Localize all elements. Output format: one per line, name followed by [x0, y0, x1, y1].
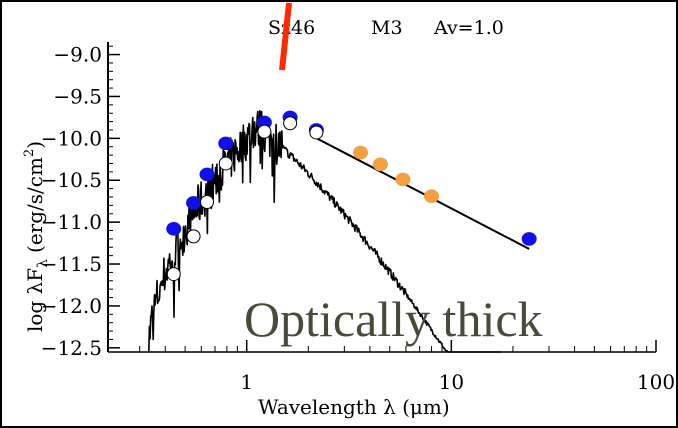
y-tick-label: −9.5 [53, 84, 102, 108]
photometry-point [218, 136, 234, 151]
ir-photometry-point [372, 157, 388, 172]
photometry-point [521, 232, 537, 246]
y-axis-title: log λFλ (erg/s/cm2) [22, 141, 51, 332]
x-tick-label: 100 [637, 370, 675, 394]
y-tick-label: −10.5 [41, 168, 102, 192]
red-marker-line [279, 2, 292, 71]
photometry-point-dereddened [218, 156, 233, 171]
photometry-point [186, 196, 202, 210]
y-tick-label: −12.0 [41, 294, 102, 318]
photosphere-spectrum [147, 110, 502, 353]
y-tick-label: −11.5 [41, 252, 102, 276]
title-spectral-type: M3 [371, 17, 403, 39]
photometry-point-dereddened [186, 229, 201, 244]
y-axis-title-sub: λ [35, 259, 51, 268]
optically-thick-label: Optically thick [244, 291, 543, 347]
x-axis-title: Wavelength λ (μm) [258, 395, 450, 419]
ir-photometry-point [353, 145, 369, 160]
data-points [166, 110, 537, 282]
photometry-point-dereddened [200, 195, 215, 210]
y-axis-title-main: log λF [23, 268, 47, 332]
ir-photometry-point [395, 172, 411, 187]
photometry-point-dereddened [309, 125, 324, 140]
photometry-point-dereddened [283, 116, 298, 131]
title-object: Sz46 [268, 17, 315, 39]
y-axis-title-units-close: ) [23, 141, 47, 149]
y-tick-label: −11.0 [41, 210, 102, 234]
x-tick-label: 1 [240, 370, 253, 394]
svg-text:log λFλ(erg/s/cm2): log λFλ (erg/s/cm2) [22, 141, 51, 332]
photometry-point-dereddened [257, 124, 272, 139]
y-tick-label: −12.5 [41, 336, 102, 360]
photometry-point [199, 167, 215, 182]
plot-area: −9.0 −9.5 −10.0 −10.5 −11.0 −11.5 −12.0 −12.5 1… [41, 42, 675, 394]
x-ticks: 1 10 100 [139, 340, 675, 394]
y-ticks: −9.0 −9.5 −10.0 −10.5 −11.0 −11.5 −12.0 −12.5 [41, 43, 120, 360]
photometry-point-dereddened [166, 267, 181, 282]
y-axis-title-units-sup: 2 [22, 149, 37, 157]
y-tick-label: −10.0 [41, 126, 102, 150]
y-axis-title-units: (erg/s/cm [23, 157, 47, 253]
powerlaw-fit-line [316, 137, 530, 250]
title-extinction: Av=1.0 [433, 17, 504, 39]
photometry-point [166, 222, 182, 236]
x-tick-label: 10 [439, 370, 464, 394]
ir-photometry-point [424, 189, 440, 203]
y-tick-label: −9.0 [53, 43, 102, 67]
